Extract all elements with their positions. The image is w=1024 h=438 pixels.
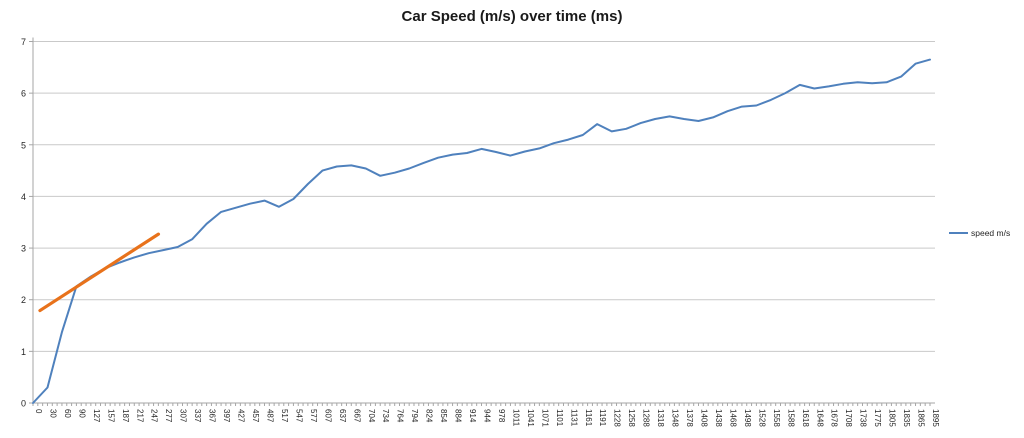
x-axis-label: 667: [352, 409, 361, 423]
x-axis-label: 824: [425, 409, 434, 423]
y-axis-label: 6: [21, 89, 26, 99]
trendline: [38, 232, 161, 313]
x-axis-label: 704: [367, 409, 376, 423]
x-axis-label: 307: [179, 409, 188, 423]
x-axis-label: 1041: [526, 409, 535, 427]
chart-title: Car Speed (m/s) over time (ms): [401, 8, 623, 25]
x-axis-label: 1101: [555, 409, 564, 427]
x-axis-label: 577: [309, 409, 318, 423]
x-axis-label: 734: [381, 409, 390, 423]
x-axis-label: 1161: [584, 409, 593, 427]
x-axis-label: 1348: [671, 409, 680, 427]
x-axis-label: 487: [265, 409, 274, 423]
x-axis-label: 1648: [815, 409, 824, 427]
x-axis-label: 1558: [772, 409, 781, 427]
x-axis-label: 637: [338, 409, 347, 423]
legend: speed m/s: [949, 227, 1010, 239]
x-axis-label: 607: [323, 409, 332, 423]
x-axis-label: 1318: [656, 409, 665, 427]
x-axis-label: 764: [396, 409, 405, 423]
x-axis-label: 1408: [700, 409, 709, 427]
x-axis-label: 0: [34, 409, 43, 414]
x-axis-label: 277: [164, 409, 173, 423]
x-axis-label: 60: [63, 409, 72, 418]
x-axis-label: 944: [483, 409, 492, 423]
x-axis-label: 978: [497, 409, 506, 423]
x-axis-label: 127: [92, 409, 101, 423]
x-axis-label: 1378: [685, 409, 694, 427]
y-axis-label: 7: [21, 37, 26, 47]
y-axis-label: 5: [21, 140, 26, 150]
x-axis-label: 367: [208, 409, 217, 423]
y-axis-label: 2: [21, 295, 26, 305]
x-axis-label: 30: [48, 409, 57, 418]
x-axis-label: 1528: [757, 409, 766, 427]
x-axis-label: 1588: [786, 409, 795, 427]
y-axis-label: 1: [21, 347, 26, 357]
x-axis-label: 884: [454, 409, 463, 423]
x-axis-label: 157: [106, 409, 115, 423]
legend-line-sample: [949, 232, 968, 234]
y-axis-label: 0: [21, 399, 26, 409]
x-axis-label: 1738: [859, 409, 868, 427]
x-axis-label: 1618: [801, 409, 810, 427]
y-axis-label: 3: [21, 244, 26, 254]
x-axis-label: 1775: [873, 409, 882, 427]
x-axis-label: 1191: [598, 409, 607, 427]
x-axis-label: 547: [294, 409, 303, 423]
x-axis-label: 337: [193, 409, 202, 423]
x-axis-label: 427: [237, 409, 246, 423]
x-axis-label: 794: [410, 409, 419, 423]
x-axis-label: 1228: [613, 409, 622, 427]
x-axis-label: 217: [135, 409, 144, 423]
x-axis-label: 1288: [642, 409, 651, 427]
x-axis-label: 90: [77, 409, 86, 418]
x-axis-label: 397: [222, 409, 231, 423]
x-axis-label: 457: [251, 409, 260, 423]
x-axis-label: 1805: [888, 409, 897, 427]
x-axis-label: 1011: [511, 409, 520, 427]
legend-label: speed m/s: [971, 228, 1011, 238]
x-axis-label: 1438: [714, 409, 723, 427]
x-axis-label: 1498: [743, 409, 752, 427]
x-axis-label: 247: [150, 409, 159, 423]
x-axis-label: 1071: [540, 409, 549, 427]
y-axis-label: 4: [21, 192, 26, 202]
x-axis-label: 517: [280, 409, 289, 423]
x-axis-label: 1131: [569, 409, 578, 427]
x-axis-label: 854: [439, 409, 448, 423]
x-axis-label: 1678: [830, 409, 839, 427]
x-axis-label: 1865: [917, 409, 926, 427]
x-axis-label: 914: [468, 409, 477, 423]
x-axis-label: 1468: [728, 409, 737, 427]
x-axis-label: 1708: [844, 409, 853, 427]
x-axis-label: 1835: [902, 409, 911, 427]
x-axis-label: 187: [121, 409, 130, 423]
speed-series-line: [32, 58, 931, 404]
x-axis-label: 1258: [627, 409, 636, 427]
x-axis-label: 1895: [931, 409, 940, 427]
